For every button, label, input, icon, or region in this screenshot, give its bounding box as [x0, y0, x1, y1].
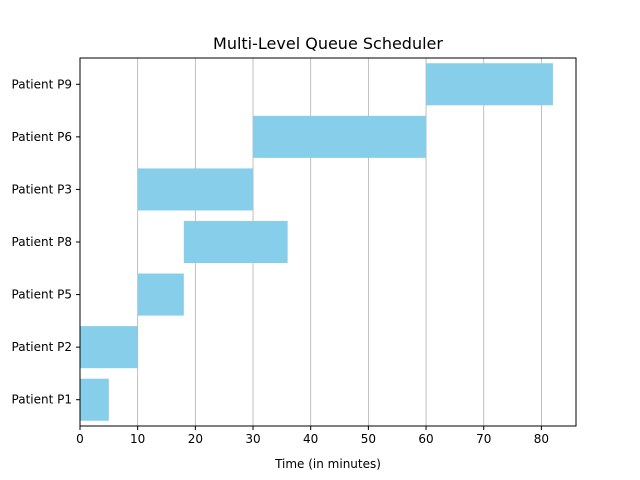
x-axis-ticks: 0 10 20 30 40 50 60 70 80 — [76, 426, 549, 446]
bar — [137, 273, 184, 316]
y-tick-label: Patient P3 — [12, 182, 72, 196]
bar — [80, 378, 109, 421]
y-tick-label: Patient P2 — [12, 340, 72, 354]
y-tick-label: Patient P5 — [12, 288, 72, 302]
chart-title: Multi-Level Queue Scheduler — [213, 34, 443, 53]
x-tick-label: 0 — [76, 432, 84, 446]
bar — [80, 326, 138, 369]
bar — [253, 115, 427, 158]
x-tick-label: 70 — [476, 432, 491, 446]
bar — [183, 220, 288, 264]
bars — [80, 63, 553, 421]
bar — [426, 63, 553, 106]
y-tick-label: Patient P6 — [12, 130, 72, 144]
y-tick-label: Patient P8 — [12, 235, 72, 249]
x-tick-label: 40 — [303, 432, 318, 446]
x-axis-label: Time (in minutes) — [274, 457, 381, 471]
x-tick-label: 50 — [361, 432, 376, 446]
x-tick-label: 60 — [418, 432, 433, 446]
plot-frame — [79, 57, 577, 427]
bar — [137, 168, 254, 211]
y-tick-label: Patient P9 — [12, 77, 72, 91]
x-tick-label: 20 — [188, 432, 203, 446]
grid-lines — [79, 58, 542, 426]
y-tick-label: Patient P1 — [12, 393, 72, 407]
x-tick-label: 30 — [245, 432, 260, 446]
x-tick-label: 80 — [534, 432, 549, 446]
y-axis-ticks: Patient P1 Patient P2 Patient P5 Patient P8… — [12, 77, 80, 407]
x-tick-label: 10 — [130, 432, 145, 446]
